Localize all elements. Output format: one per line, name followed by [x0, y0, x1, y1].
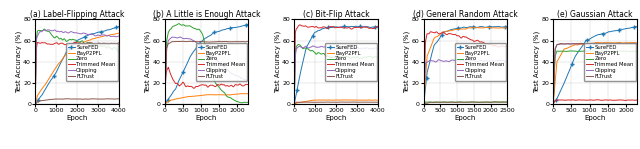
Y-axis label: Test Accuracy (%): Test Accuracy (%) — [15, 31, 22, 93]
Y-axis label: Test Accuracy (%): Test Accuracy (%) — [533, 31, 540, 93]
Legend: SureFED, BayP2PFL, Zero, Trimmed Mean, Clipping, FLTrust: SureFED, BayP2PFL, Zero, Trimmed Mean, C… — [325, 43, 377, 81]
Y-axis label: Test Accuracy (%): Test Accuracy (%) — [145, 31, 151, 93]
Legend: SureFED, BayP2PFL, Zero, Trimmed Mean, Clipping, FLTrust: SureFED, BayP2PFL, Zero, Trimmed Mean, C… — [454, 43, 506, 81]
Title: (e) Gaussian Attack: (e) Gaussian Attack — [557, 10, 633, 19]
X-axis label: Epoch: Epoch — [325, 115, 347, 121]
Title: (c) Bit-Flip Attack: (c) Bit-Flip Attack — [303, 10, 369, 19]
X-axis label: Epoch: Epoch — [455, 115, 476, 121]
X-axis label: Epoch: Epoch — [584, 115, 605, 121]
X-axis label: Epoch: Epoch — [67, 115, 88, 121]
Y-axis label: Test Accuracy (%): Test Accuracy (%) — [275, 31, 281, 93]
Legend: SureFED, BayP2PFL, Zero, Trimmed Mean, Clipping, FLTrust: SureFED, BayP2PFL, Zero, Trimmed Mean, C… — [66, 43, 118, 81]
Y-axis label: Test Accuracy (%): Test Accuracy (%) — [404, 31, 410, 93]
Legend: SureFED, BayP2PFL, Zero, Trimmed Mean, Clipping, FLTrust: SureFED, BayP2PFL, Zero, Trimmed Mean, C… — [584, 43, 636, 81]
Title: (d) General Random Attack: (d) General Random Attack — [413, 10, 518, 19]
Legend: SureFED, BayP2PFL, Zero, Trimmed Mean, Clipping, FLTrust: SureFED, BayP2PFL, Zero, Trimmed Mean, C… — [196, 43, 247, 81]
Title: (b) A Little is Enough Attack: (b) A Little is Enough Attack — [153, 10, 260, 19]
Title: (a) Label-Flipping Attack: (a) Label-Flipping Attack — [30, 10, 124, 19]
X-axis label: Epoch: Epoch — [196, 115, 217, 121]
